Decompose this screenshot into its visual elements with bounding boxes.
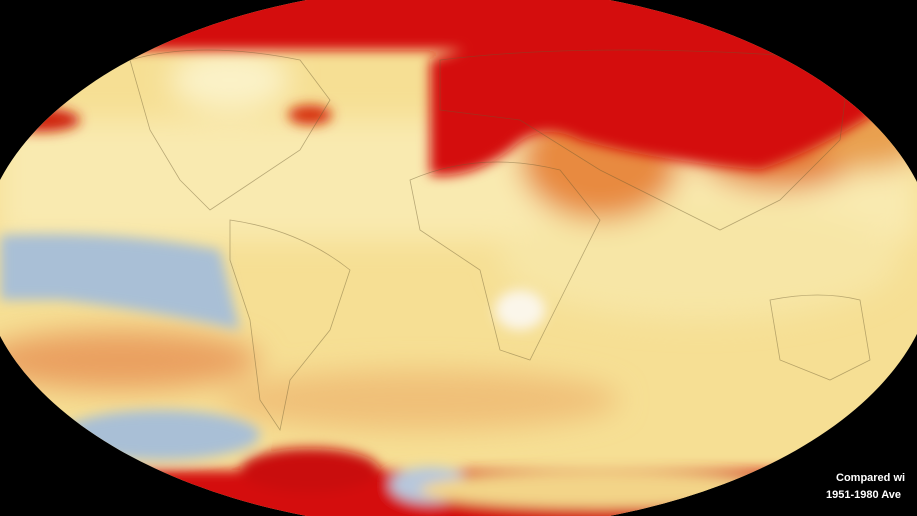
continent-outlines	[129, 49, 871, 432]
caption-line: Compared wi	[836, 472, 905, 484]
caption-line: 1951-1980 Ave	[826, 489, 901, 501]
